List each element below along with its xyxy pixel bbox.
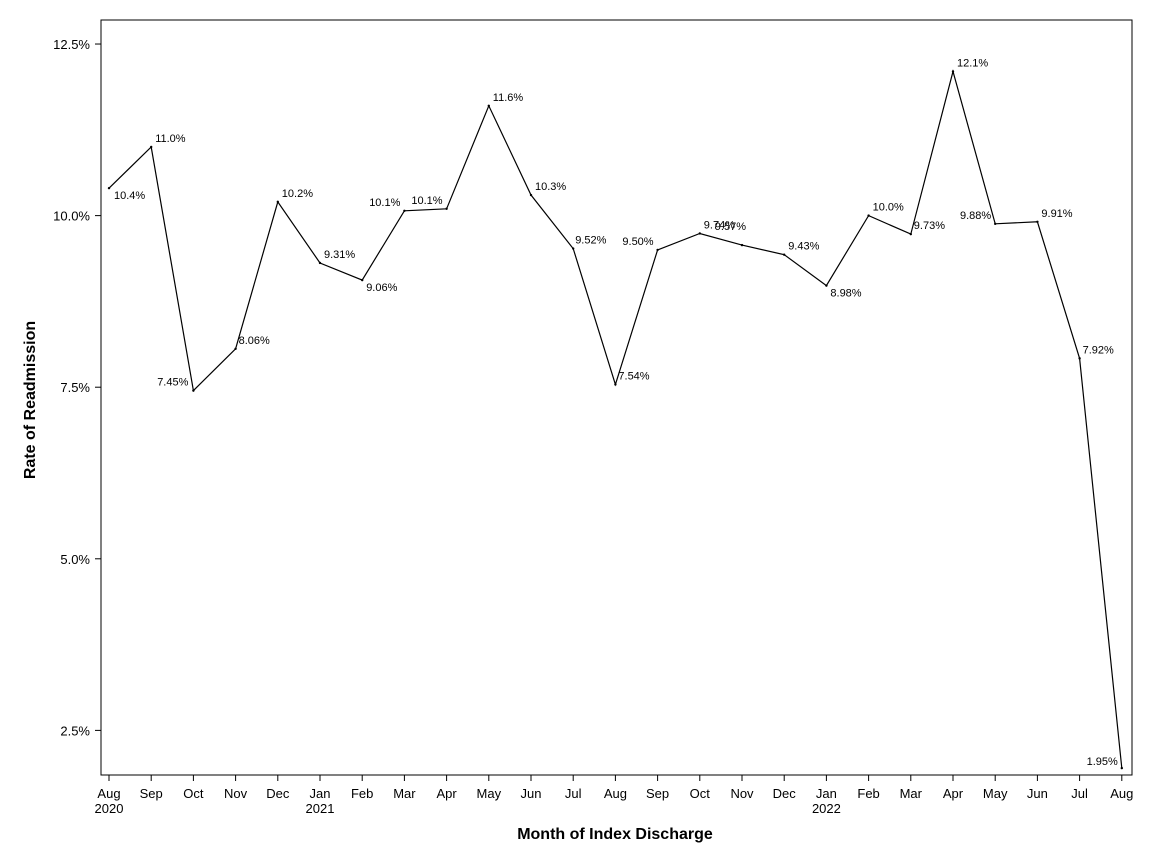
data-label: 9.88% [960,210,991,222]
data-point [318,261,322,265]
data-label: 9.31% [324,249,355,261]
data-point [867,214,870,217]
x-tick-label: Apr [436,786,457,801]
x-tick-label: Mar [393,786,416,801]
x-tick-label: May [477,786,502,801]
x-tick-label: Mar [900,786,923,801]
x-tick-label: Jun [521,786,542,801]
data-point [698,232,701,235]
y-tick-label: 2.5% [60,723,90,738]
data-point [234,347,237,350]
data-label: 9.74% [704,219,735,231]
x-tick-label: Nov [224,786,248,801]
data-label: 10.3% [535,181,566,193]
series-line [108,69,1123,769]
data-label: 9.73% [914,220,945,232]
data-label: 11.0% [155,133,186,145]
data-point [740,243,744,247]
x-tick-label: May [983,786,1008,801]
x-tick-label: Aug [97,786,120,801]
data-point [1078,357,1081,360]
x-tick-label: Feb [351,786,373,801]
data-point [529,193,533,197]
y-tick-label: 12.5% [53,37,90,52]
data-point [825,284,828,287]
data-point [107,186,111,190]
y-tick-label: 10.0% [53,209,90,224]
x-tick-label: Oct [690,786,711,801]
x-tick-label: Jan [310,786,331,801]
x-tick-label: Jul [1071,786,1088,801]
x-tick-year-label: 2022 [812,801,841,816]
x-tick-label: Jun [1027,786,1048,801]
data-point [572,247,575,250]
data-label: 1.95% [1087,756,1118,768]
data-label: 7.92% [1083,344,1114,356]
data-point [1036,220,1039,223]
data-label: 10.1% [411,195,442,207]
x-tick-label: Nov [730,786,754,801]
data-label: 9.50% [622,236,653,248]
plot-frame [100,19,1133,776]
data-point [445,207,448,210]
y-axis-title: Rate of Readmission [22,321,39,479]
data-label: 7.45% [157,377,188,389]
x-tick-label: Jul [565,786,582,801]
x-tick-label: Oct [183,786,204,801]
data-label: 10.0% [873,202,904,214]
data-label: 11.6% [493,92,524,104]
data-point [909,232,912,236]
data-point [994,222,997,226]
data-point [487,104,490,107]
x-tick-label: Dec [266,786,290,801]
x-tick-label: Jan [816,786,837,801]
data-point [403,209,406,213]
x-tick-label: Apr [943,786,964,801]
x-tick-label: Aug [1110,786,1133,801]
x-tick-year-label: 2020 [95,801,124,816]
y-tick-label: 5.0% [60,552,90,567]
x-tick-year-label: 2021 [306,801,335,816]
x-tick-label: Sep [646,786,669,801]
data-label: 10.2% [282,188,313,200]
data-label: 9.43% [788,241,819,253]
y-axis: 2.5% 5.0% 7.5% 10.0% 12.5% [53,37,101,738]
data-label: 12.1% [957,57,988,69]
data-label: 9.06% [366,282,397,294]
x-tick-label: Feb [857,786,879,801]
data-label: 9.57% [715,221,746,233]
data-label: 7.54% [618,370,649,382]
x-axis-title: Month of Index Discharge [517,826,713,843]
data-label: 9.91% [1041,208,1072,220]
series-group [107,69,1124,770]
data-label: 8.98% [830,288,861,300]
data-point [150,145,153,149]
data-point [361,278,364,282]
data-labels: 10.4% 11.0% 7.45% 8.06% 10.2% 9.31% 9.06% 10.1%… [114,57,1118,768]
data-label: 10.4% [114,190,145,202]
x-tick-label: Sep [140,786,163,801]
data-label: 9.52% [575,235,606,247]
data-point [783,253,786,256]
data-point [656,248,659,252]
data-point [951,70,955,73]
y-tick-label: 7.5% [60,380,90,395]
data-point [192,389,195,392]
data-point [614,383,617,386]
data-point [276,200,279,204]
x-tick-label: Aug [604,786,627,801]
x-tick-label: Dec [773,786,797,801]
data-point [1120,766,1124,770]
data-label: 8.06% [239,335,270,347]
data-label: 10.1% [369,197,400,209]
